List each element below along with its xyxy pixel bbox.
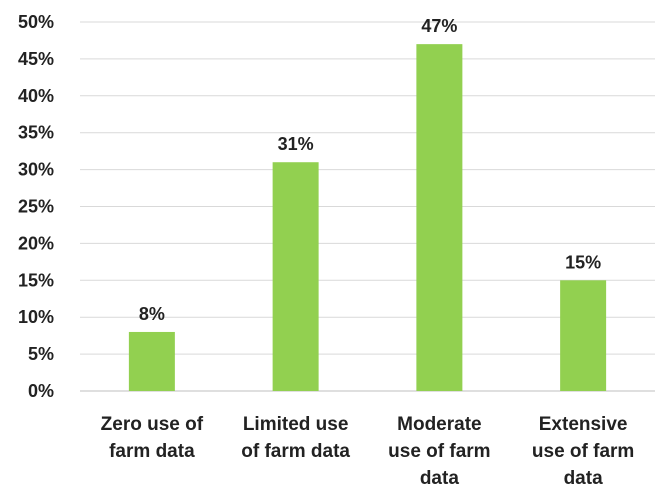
data-label: 8% — [139, 304, 165, 324]
category-label: data — [564, 468, 604, 489]
y-tick-label: 40% — [18, 86, 54, 106]
category-label: farm data — [109, 441, 195, 462]
y-tick-label: 50% — [18, 12, 54, 32]
data-label: 31% — [278, 134, 314, 154]
data-label: 15% — [565, 252, 601, 272]
y-tick-label: 5% — [28, 344, 54, 364]
y-tick-label: 15% — [18, 270, 54, 290]
bar — [129, 332, 175, 391]
category-label: use of farm — [532, 441, 634, 462]
category-label: Extensive — [539, 414, 628, 435]
category-label: data — [420, 468, 460, 489]
category-label: use of farm — [388, 441, 490, 462]
y-tick-label: 0% — [28, 381, 54, 401]
category-label: of farm data — [241, 441, 350, 462]
category-label: Limited use — [243, 414, 349, 435]
y-tick-label: 45% — [18, 49, 54, 69]
category-label: Zero use of — [101, 414, 204, 435]
bar — [560, 280, 606, 391]
y-tick-label: 10% — [18, 307, 54, 327]
y-axis-ticks: 0% 5% 10% 15% 20% 25% 30% 35% 40% 45% 50% — [18, 12, 54, 401]
y-tick-label: 30% — [18, 160, 54, 180]
data-label: 47% — [421, 16, 457, 36]
x-axis-categories: Zero use of farm data Limited use of farm d… — [101, 414, 635, 489]
y-tick-label: 20% — [18, 233, 54, 253]
category-label: Moderate — [397, 414, 481, 435]
bar — [416, 44, 462, 391]
bar — [273, 162, 319, 391]
y-tick-label: 35% — [18, 123, 54, 143]
y-tick-label: 25% — [18, 197, 54, 217]
